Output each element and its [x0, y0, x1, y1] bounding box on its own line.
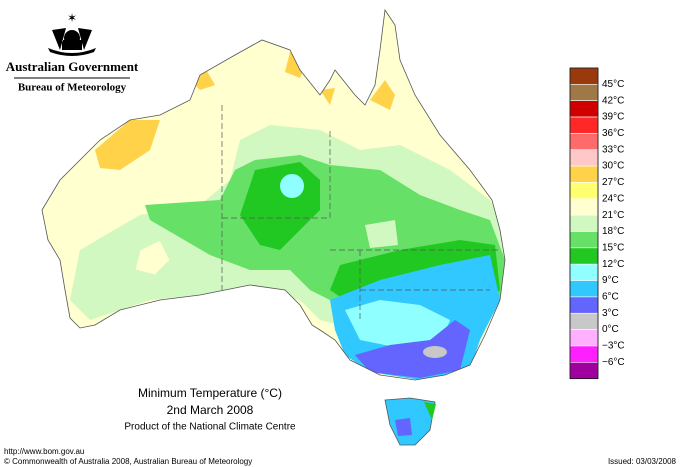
legend-swatch — [569, 84, 599, 101]
legend-label: 36°C — [602, 128, 624, 139]
legend-swatch — [569, 116, 599, 134]
star: ✶ — [67, 11, 77, 25]
agency: Bureau of Meteorology — [18, 82, 127, 94]
copyright: © Commonwealth of Australia 2008, Austra… — [4, 457, 252, 466]
legend-swatch — [569, 67, 599, 85]
legend-label: 15°C — [602, 242, 624, 253]
legend-swatch — [569, 165, 599, 183]
legend-label: −3°C — [602, 341, 625, 352]
legend-swatch — [569, 149, 599, 167]
legend-label: 33°C — [602, 144, 624, 155]
legend-swatch — [569, 214, 599, 232]
legend-frame — [569, 67, 599, 380]
legend-label: 42°C — [602, 95, 624, 106]
legend-label: 21°C — [602, 210, 624, 221]
legend-label: 0°C — [602, 324, 619, 335]
legend: 45°C 42°C 39°C 36°C 33°C 30°C 27°C 24°C 21°C 18°C… — [569, 67, 625, 380]
coat-of-arms: ✶ — [48, 11, 96, 56]
government: Australian Government — [6, 59, 139, 74]
legend-label: 45°C — [602, 79, 624, 90]
legend-swatch — [569, 329, 599, 347]
issued: Issued: 03/03/2008 — [608, 457, 677, 466]
legend-label: 6°C — [602, 292, 619, 303]
legend-swatch — [569, 263, 599, 281]
legend-label: 9°C — [602, 275, 619, 286]
legend-label: 3°C — [602, 308, 619, 319]
legend-swatch — [569, 312, 599, 330]
legend-swatch — [569, 182, 599, 200]
legend-label: 27°C — [602, 177, 624, 188]
legend-label: 12°C — [602, 259, 624, 270]
map-title: Minimum Temperature (°C) — [138, 386, 282, 400]
legend-label: 39°C — [602, 112, 624, 123]
legend-swatch — [569, 296, 599, 314]
legend-swatch — [569, 100, 599, 118]
map-date: 2nd March 2008 — [167, 403, 254, 417]
legend-label: 18°C — [602, 226, 624, 237]
legend-swatch — [569, 361, 599, 379]
legend-swatch — [569, 133, 599, 151]
legend-label: 24°C — [602, 193, 624, 204]
legend-label: −6°C — [602, 357, 625, 368]
legend-swatch — [569, 345, 599, 363]
legend-swatch — [569, 247, 599, 265]
legend-swatch — [569, 280, 599, 298]
legend-swatch — [569, 198, 599, 216]
url: http://www.bom.gov.au — [4, 447, 84, 456]
map-product: Product of the National Climate Centre — [124, 422, 296, 433]
legend-label: 30°C — [602, 161, 624, 172]
legend-swatch — [569, 231, 599, 249]
